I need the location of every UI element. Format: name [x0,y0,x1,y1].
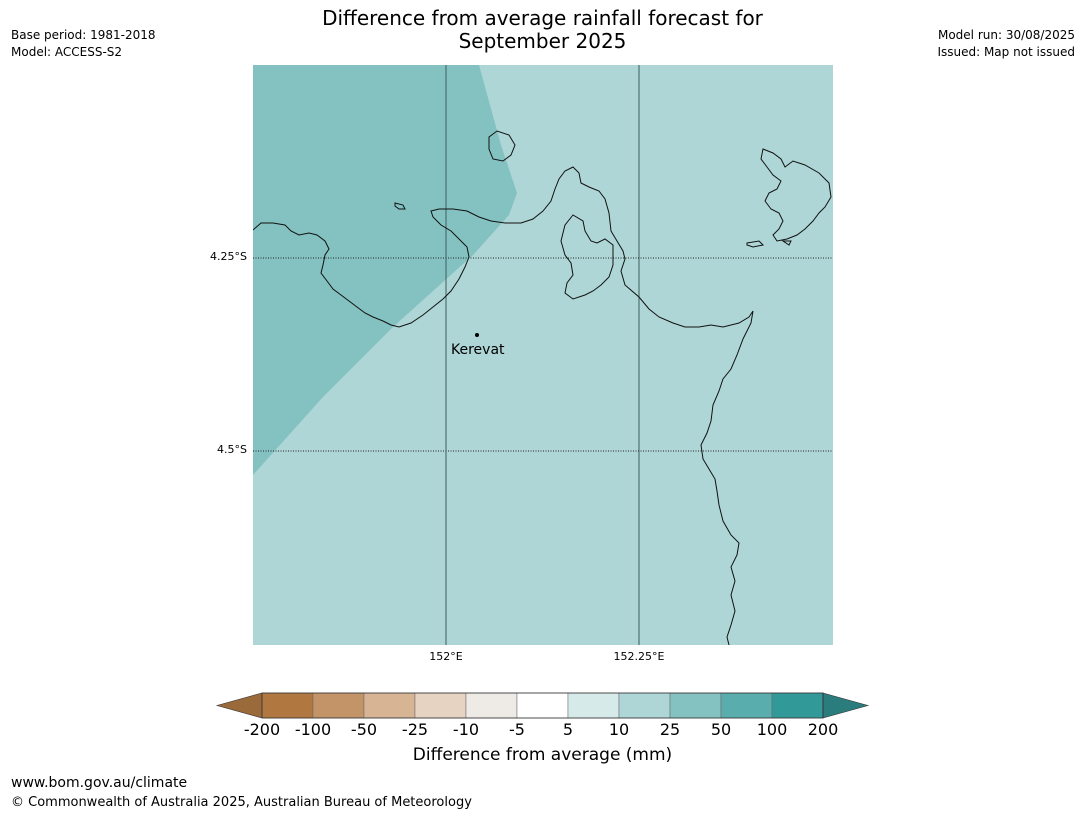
colorbar-segment [516,692,569,719]
colorbar-segment [414,692,467,719]
wetter-zone [253,65,517,475]
map-title: Difference from average rainfall forecas… [0,7,1085,53]
colorbar-tick-label: -10 [452,720,480,739]
colorbar-tick-label: -5 [509,720,525,739]
colorbar-tick-label: 100 [756,720,788,739]
colorbar-outline [261,692,824,719]
colorbar-tick-label: 5 [562,720,574,739]
colorbar-segment [720,692,773,719]
colorbar-segment [567,692,620,719]
header-right: Model run: 30/08/2025 Issued: Map not is… [937,27,1075,61]
forecast-map [253,65,833,645]
colorbar-arrow-high [822,692,870,719]
colorbar-segment [465,692,518,719]
colorbar-tick-label: 10 [608,720,630,739]
islet-3 [781,240,792,246]
title-line-2: September 2025 [458,29,627,53]
colorbar-tick-label: 25 [659,720,681,739]
footer-url: www.bom.gov.au/climate [11,775,188,791]
colorbar-label: Difference from average (mm) [412,745,673,765]
kerevat-marker [475,333,479,337]
base-period-text: Base period: 1981-2018 [11,28,156,42]
colorbar-tick-label: 200 [807,720,839,739]
coastline-north [253,166,754,645]
lat-label-4-5: 4.5°S [217,443,247,456]
colorbar-segment [312,692,365,719]
bay-inlet [560,214,614,300]
colorbar-segment [669,692,722,719]
islet-1 [394,202,406,210]
kerevat-label: Kerevat [451,342,505,358]
lat-label-4-25: 4.25°S [210,250,247,263]
colorbar-arrow-low [215,692,263,719]
colorbar-tick-label: -50 [350,720,378,739]
island-north [488,130,516,162]
colorbar-ticks: -200 -100 -50 -25 -10 -5 5 10 25 50 100 200 [0,720,1085,740]
islet-2 [746,240,765,248]
lon-label-152-25: 152.25°E [613,650,665,663]
colorbar-tick-label: 50 [710,720,732,739]
colorbar-tick-label: -100 [294,720,332,739]
islands-east [760,148,832,242]
colorbar-tick-label: -200 [243,720,281,739]
header-left: Base period: 1981-2018 Model: ACCESS-S2 [11,27,156,61]
lon-label-152: 152°E [429,650,463,663]
colorbar [215,692,870,719]
model-text: Model: ACCESS-S2 [11,45,123,59]
colorbar-segment [771,692,824,719]
issued-text: Issued: Map not issued [937,45,1075,59]
colorbar-segment [261,692,314,719]
title-line-1: Difference from average rainfall forecas… [322,6,763,30]
coastline [253,130,832,645]
colorbar-tick-label: -25 [401,720,429,739]
colorbar-segment [618,692,671,719]
footer-copyright: © Commonwealth of Australia 2025, Austra… [11,795,472,810]
colorbar-segment [363,692,416,719]
model-run-text: Model run: 30/08/2025 [937,28,1075,42]
